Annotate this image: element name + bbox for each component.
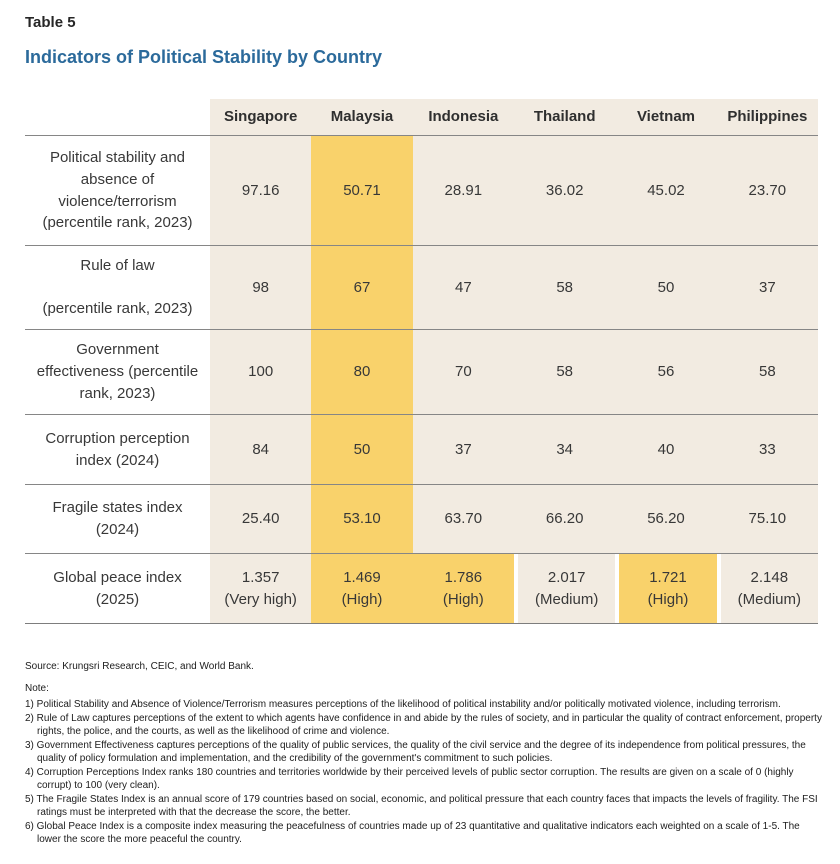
table-cell: 2.148 (Medium) [716, 554, 818, 623]
table-cell-highlighted: 1.469 (High) [311, 554, 413, 623]
table-cell: 25.40 [210, 485, 312, 553]
political-stability-table: Singapore Malaysia Indonesia Thailand Vi… [25, 99, 818, 624]
table-row-fragile-states: Fragile states index (2024) 25.40 53.10 … [25, 484, 818, 553]
table-cell: 84 [210, 415, 312, 484]
table-cell: 34 [514, 415, 616, 484]
table-cell: 33 [716, 415, 818, 484]
column-header-vietnam: Vietnam [615, 99, 717, 135]
row-label: Rule of law (percentile rank, 2023) [25, 246, 210, 329]
row-label: Fragile states index (2024) [25, 485, 210, 553]
table-cell-highlighted: 1.786 (High) [412, 554, 514, 623]
table-cell: 63.70 [412, 485, 514, 553]
table-cell: 47 [412, 246, 514, 329]
table-cell: 75.10 [716, 485, 818, 553]
footnote-5: 5) The Fragile States Index is an annual… [25, 794, 818, 818]
table-cell: 56 [615, 330, 717, 414]
footnote-6: 6) Global Peace Index is a composite ind… [25, 821, 800, 845]
table-cell-highlighted: 53.10 [311, 485, 413, 553]
footnote-3: 3) Government Effectiveness captures per… [25, 740, 806, 764]
row-label: Global peace index (2025) [25, 554, 210, 623]
note-label: Note: [25, 683, 49, 694]
table-cell: 97.16 [210, 136, 312, 245]
footnote-4: 4) Corruption Perceptions Index ranks 18… [25, 767, 794, 791]
report-page: Table 5 Indicators of Political Stabilit… [25, 14, 825, 846]
table-number-label: Table 5 [25, 14, 76, 31]
table-row-corruption-perception: Corruption perception index (2024) 84 50… [25, 414, 818, 484]
table-cell: 66.20 [514, 485, 616, 553]
footnote-1: 1) Political Stability and Absence of Vi… [25, 699, 781, 710]
column-header-indonesia: Indonesia [412, 99, 514, 135]
table-cell-highlighted: 80 [311, 330, 413, 414]
table-row-rule-of-law: Rule of law (percentile rank, 2023) 98 6… [25, 245, 818, 329]
table-cell: 58 [514, 246, 616, 329]
table-cell: 100 [210, 330, 312, 414]
table-cell: 28.91 [412, 136, 514, 245]
table-footnotes: Source: Krungsri Research, CEIC, and Wor… [25, 660, 825, 846]
column-header-singapore: Singapore [210, 99, 312, 135]
table-cell: 58 [716, 330, 818, 414]
column-header-thailand: Thailand [514, 99, 616, 135]
page-title: Indicators of Political Stability by Cou… [25, 47, 383, 67]
table-cell: 40 [615, 415, 717, 484]
table-cell: 36.02 [514, 136, 616, 245]
table-cell-highlighted: 50.71 [311, 136, 413, 245]
table-cell: 56.20 [615, 485, 717, 553]
table-cell-highlighted: 1.721 (High) [615, 554, 717, 623]
column-header-malaysia: Malaysia [311, 99, 413, 135]
table-cell: 23.70 [716, 136, 818, 245]
table-cell: 2.017 (Medium) [514, 554, 616, 623]
row-label: Political stability and absence of viole… [25, 136, 210, 245]
column-header-philippines: Philippines [716, 99, 818, 135]
table-header-row: Singapore Malaysia Indonesia Thailand Vi… [25, 99, 818, 135]
header-empty-cell [25, 99, 210, 135]
table-cell: 45.02 [615, 136, 717, 245]
table-cell: 1.357 (Very high) [210, 554, 312, 623]
table-cell: 58 [514, 330, 616, 414]
table-cell-highlighted: 67 [311, 246, 413, 329]
table-row-global-peace: Global peace index (2025) 1.357 (Very hi… [25, 553, 818, 623]
table-cell: 37 [716, 246, 818, 329]
table-cell: 37 [412, 415, 514, 484]
table-row-government-effectiveness: Government effectiveness (percentile ran… [25, 329, 818, 414]
footnote-2: 2) Rule of Law captures perceptions of t… [25, 713, 822, 737]
row-label: Corruption perception index (2024) [25, 415, 210, 484]
source-line: Source: Krungsri Research, CEIC, and Wor… [25, 661, 254, 672]
table-cell: 98 [210, 246, 312, 329]
table-cell: 50 [615, 246, 717, 329]
table-cell: 70 [412, 330, 514, 414]
table-cell-highlighted: 50 [311, 415, 413, 484]
table-row-political-stability: Political stability and absence of viole… [25, 135, 818, 245]
row-label: Government effectiveness (percentile ran… [25, 330, 210, 414]
